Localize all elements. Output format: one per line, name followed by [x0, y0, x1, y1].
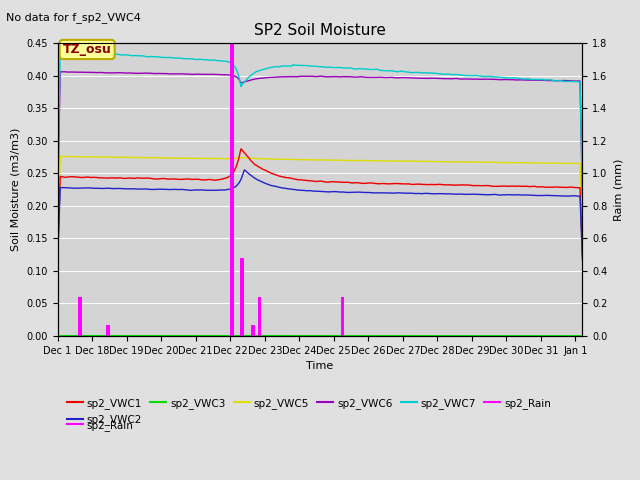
Y-axis label: Raim (mm): Raim (mm) [613, 158, 623, 221]
Legend: sp2_Rain: sp2_Rain [63, 416, 138, 435]
Text: No data for f_sp2_VWC4: No data for f_sp2_VWC4 [6, 12, 141, 23]
Bar [230, 43, 234, 336]
Bar [241, 258, 244, 336]
Bar [340, 297, 344, 336]
Bar [251, 325, 255, 336]
Bar [258, 297, 262, 336]
Bar [78, 297, 82, 336]
Y-axis label: Soil Moisture (m3/m3): Soil Moisture (m3/m3) [11, 128, 20, 252]
Text: TZ_osu: TZ_osu [63, 43, 111, 56]
Bar [106, 325, 109, 336]
Title: SP2 Soil Moisture: SP2 Soil Moisture [254, 23, 386, 38]
X-axis label: Time: Time [307, 361, 333, 371]
